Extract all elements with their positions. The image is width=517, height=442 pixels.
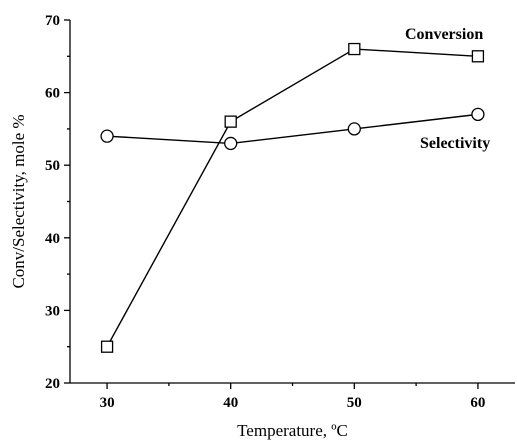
- data-point-selectivity: [224, 136, 238, 151]
- series-label-conversion: Conversion: [405, 26, 483, 43]
- x-tick-label: 40: [223, 395, 238, 411]
- series-group: [100, 42, 485, 353]
- data-point-selectivity: [347, 122, 361, 136]
- labels: Temperature, ºC Conv/Selectivity, mole %…: [9, 26, 490, 440]
- x-tick-label: 50: [347, 395, 362, 411]
- x-axis-title: Temperature, ºC: [237, 421, 348, 440]
- y-tick-label: 60: [45, 86, 60, 102]
- x-tick-label: 30: [100, 395, 115, 411]
- data-point-conversion: [100, 340, 114, 353]
- y-axis-title: Conv/Selectivity, mole %: [9, 114, 28, 288]
- series-label-selectivity: Selectivity: [420, 135, 490, 152]
- series-line-conversion: [106, 48, 478, 348]
- data-point-selectivity: [471, 107, 485, 122]
- y-tick-label: 20: [45, 376, 60, 392]
- data-point-selectivity: [100, 129, 114, 143]
- series-line-selectivity: [107, 113, 478, 145]
- axes: [69, 20, 515, 384]
- data-point-conversion: [471, 50, 485, 63]
- x-tick-label: 60: [470, 395, 485, 411]
- y-tick-label: 30: [45, 303, 60, 319]
- y-tick-label: 50: [45, 158, 60, 174]
- data-point-conversion: [224, 115, 237, 128]
- y-tick-label: 70: [45, 13, 60, 29]
- y-tick-label: 40: [45, 231, 60, 247]
- ticks: 20 30 40 50 60 70 30 40 50 60: [45, 13, 485, 411]
- data-point-conversion: [348, 42, 361, 56]
